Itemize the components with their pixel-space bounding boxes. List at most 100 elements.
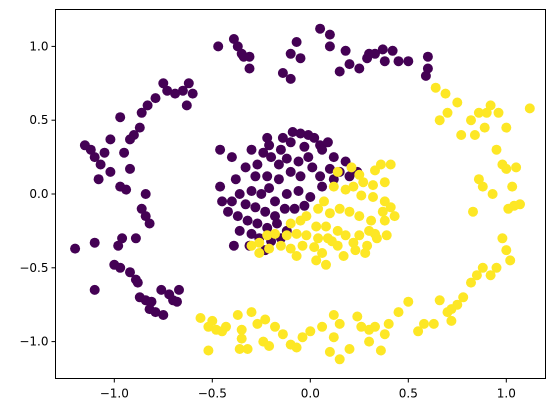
data-point-class-1: [270, 321, 280, 332]
data-point-class-0: [183, 78, 194, 89]
data-point-class-0: [275, 144, 286, 155]
data-point-class-1: [501, 245, 512, 256]
data-point-class-0: [132, 277, 143, 288]
data-point-class-1: [313, 203, 324, 214]
data-point-class-0: [273, 174, 284, 185]
data-point-class-1: [471, 270, 482, 281]
data-point-class-0: [393, 56, 404, 67]
data-point-class-0: [130, 233, 141, 244]
data-point-class-1: [477, 181, 488, 192]
data-point-class-1: [440, 88, 451, 99]
data-point-class-0: [119, 147, 130, 158]
data-point-class-1: [485, 270, 496, 281]
data-point-class-1: [332, 166, 343, 177]
data-point-class-0: [328, 174, 339, 185]
data-point-class-1: [340, 230, 351, 241]
data-point-class-1: [511, 162, 522, 173]
data-point-class-0: [295, 171, 306, 182]
data-point-class-1: [254, 237, 265, 248]
data-point-class-0: [387, 45, 398, 56]
data-point-class-0: [370, 48, 380, 59]
data-point-class-0: [309, 132, 320, 143]
data-point-class-0: [136, 107, 147, 118]
data-point-class-0: [142, 100, 153, 111]
data-point-class-1: [346, 162, 357, 173]
data-point-class-1: [281, 230, 292, 241]
data-point-class-1: [370, 228, 380, 239]
data-point-class-0: [125, 134, 135, 145]
data-point-class-1: [285, 218, 296, 229]
x-tick-label: 0.0: [301, 387, 320, 401]
data-point-class-1: [328, 332, 339, 343]
data-point-class-1: [356, 321, 367, 332]
data-point-class-1: [379, 177, 390, 188]
data-point-class-1: [364, 324, 375, 335]
data-point-class-1: [403, 296, 414, 307]
data-point-class-0: [115, 112, 126, 123]
data-point-class-1: [297, 240, 308, 251]
data-point-class-0: [403, 56, 414, 67]
data-point-class-0: [146, 296, 157, 307]
data-point-class-1: [340, 184, 351, 195]
data-point-class-1: [285, 243, 296, 254]
y-tick-label: −0.5: [19, 261, 48, 275]
data-point-class-0: [226, 196, 237, 207]
data-point-class-0: [324, 29, 335, 40]
data-point-class-1: [334, 354, 345, 365]
data-point-class-1: [524, 103, 535, 114]
data-point-class-1: [291, 251, 302, 261]
data-point-class-1: [501, 122, 512, 133]
data-point-class-1: [262, 230, 273, 241]
data-point-class-0: [354, 63, 365, 74]
data-point-class-0: [377, 44, 388, 55]
y-tick-label: −1.0: [19, 335, 48, 349]
data-point-class-1: [270, 228, 280, 239]
data-point-class-1: [195, 313, 206, 323]
data-point-class-0: [315, 171, 326, 182]
data-point-class-0: [150, 93, 161, 104]
data-point-class-1: [505, 255, 516, 266]
data-point-class-1: [328, 310, 339, 320]
data-point-class-0: [295, 53, 306, 64]
data-point-class-1: [375, 345, 386, 356]
data-point-class-0: [187, 88, 198, 99]
data-point-class-1: [236, 333, 247, 344]
data-point-class-1: [319, 196, 329, 207]
data-point-class-1: [389, 211, 400, 222]
data-point-class-1: [379, 215, 390, 226]
data-point-class-0: [242, 215, 253, 226]
data-point-class-1: [321, 259, 331, 270]
data-point-class-0: [264, 183, 275, 194]
data-point-class-1: [477, 262, 488, 273]
data-point-class-0: [307, 162, 318, 173]
data-point-class-0: [317, 181, 328, 192]
x-tick-label: 0.5: [399, 387, 418, 401]
data-point-class-0: [287, 127, 298, 137]
data-point-class-1: [393, 307, 404, 318]
data-point-class-1: [446, 315, 457, 326]
data-point-class-0: [93, 174, 104, 185]
data-point-class-0: [89, 152, 100, 163]
data-point-class-1: [344, 206, 355, 217]
data-point-class-1: [515, 199, 525, 210]
data-point-class-0: [299, 141, 310, 152]
data-point-class-1: [413, 326, 424, 337]
data-point-class-1: [442, 107, 453, 118]
data-point-class-0: [144, 218, 155, 229]
data-point-class-0: [228, 240, 239, 251]
data-point-class-0: [299, 200, 310, 211]
data-point-class-1: [275, 240, 286, 251]
data-point-class-0: [213, 41, 224, 52]
data-point-class-0: [260, 206, 271, 217]
data-point-class-0: [285, 73, 296, 84]
data-point-class-1: [368, 180, 378, 191]
data-point-class-1: [430, 82, 441, 93]
data-point-class-1: [203, 321, 214, 332]
data-point-class-0: [95, 159, 106, 170]
y-tick-label: 0.0: [29, 187, 48, 201]
data-point-class-0: [250, 202, 261, 213]
data-point-class-0: [181, 100, 192, 111]
data-point-class-1: [234, 344, 245, 354]
data-point-class-0: [281, 189, 292, 199]
data-point-class-1: [466, 277, 476, 288]
